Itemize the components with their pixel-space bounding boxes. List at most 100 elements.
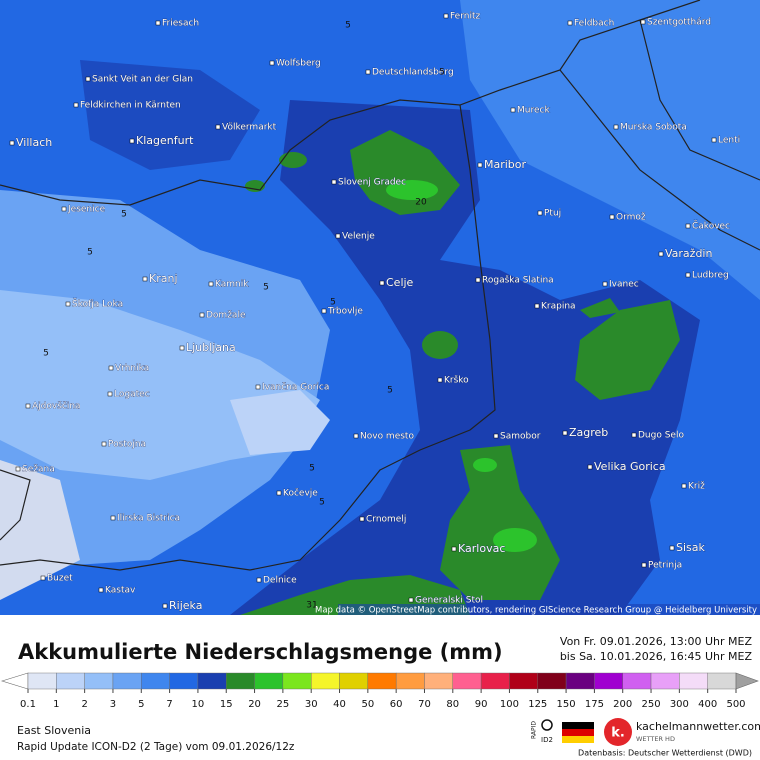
legend-label: 25 [277, 699, 290, 710]
rain-area [0, 290, 320, 480]
rain-area [440, 445, 560, 600]
legend-label: 60 [390, 699, 403, 710]
city-label: Sežana [22, 465, 55, 475]
city-label: Deutschlandsberg [372, 68, 454, 78]
city-label: Celje [386, 276, 414, 289]
rain-area [0, 460, 80, 600]
city-label: Križ [688, 482, 705, 492]
flag-stripe [562, 722, 594, 729]
legend-arrow-high [735, 672, 759, 690]
attribution-bg [338, 604, 760, 615]
city-label: Domžale [206, 311, 246, 321]
legend-label: 125 [528, 699, 547, 710]
legend-swatch [169, 672, 199, 690]
border [639, 19, 760, 181]
legend-swatch [367, 672, 397, 690]
city-dot [640, 19, 646, 25]
city-label: Sisak [676, 541, 706, 554]
legend-swatch [339, 672, 369, 690]
legend-label: 7 [166, 699, 172, 710]
legend-label: 175 [585, 699, 604, 710]
legend-swatch [650, 672, 680, 690]
rain-area [245, 180, 265, 192]
rain-area [230, 390, 330, 455]
legend-swatch [254, 672, 284, 690]
city-label: Lenti [718, 136, 740, 146]
city-dot [567, 20, 573, 26]
legend-label: 20 [248, 699, 261, 710]
contour-label: 5 [309, 464, 315, 474]
city-label: Logatec [114, 390, 150, 400]
city-dot [331, 179, 337, 185]
rain-area [422, 331, 458, 359]
city-dot [711, 137, 717, 143]
city-dot [510, 107, 516, 113]
legend-label: 200 [613, 699, 632, 710]
legend-label: 300 [670, 699, 689, 710]
legend-swatch [622, 672, 652, 690]
legend-label: 40 [333, 699, 346, 710]
contour-label: 5 [319, 498, 325, 508]
city-label: Ptuj [544, 209, 561, 219]
city-dot [208, 281, 214, 287]
city-label: Postojna [108, 440, 146, 450]
city-dot [65, 301, 71, 307]
city-dot [85, 76, 91, 82]
city-dot [9, 140, 15, 146]
region: East Slovenia [17, 724, 91, 737]
city-dot [365, 69, 371, 75]
city-dot [477, 162, 483, 168]
city-dot [25, 403, 31, 409]
city-label: Villach [16, 136, 52, 149]
city-dot [685, 272, 691, 278]
city-dot [587, 464, 593, 470]
map [0, 0, 760, 615]
rain-area [460, 0, 760, 300]
legend-label: 10 [192, 699, 205, 710]
legend-swatch [452, 672, 482, 690]
city-dot [609, 214, 615, 220]
city-dot [658, 251, 664, 257]
contour-label: 5 [345, 21, 351, 31]
city-dot [15, 466, 21, 472]
city-dot [602, 281, 608, 287]
legend-swatch [112, 672, 142, 690]
city-label: Feldbach [574, 19, 614, 29]
rapid-icon [541, 719, 553, 731]
legend-swatch [226, 672, 255, 690]
city-dot [321, 308, 327, 314]
legend-label: 15 [220, 699, 233, 710]
legend-label: 30 [305, 699, 318, 710]
legend-label: 150 [557, 699, 576, 710]
city-label: Krapina [541, 302, 576, 312]
city-dot [107, 391, 113, 397]
legend-label: 0.1 [20, 699, 36, 710]
legend-swatch [537, 672, 567, 690]
contour-label: 5 [263, 283, 269, 293]
city-dot [73, 102, 79, 108]
city-dot [61, 206, 67, 212]
city-label: Klagenfurt [136, 134, 194, 147]
city-label: Ormož [616, 213, 646, 223]
city-label: Mureck [517, 106, 550, 116]
model-run: Rapid Update ICON-D2 (2 Tage) vom 09.01.… [17, 741, 295, 753]
city-label: Buzet [47, 574, 73, 584]
city-dot [215, 124, 221, 130]
legend-swatch [509, 672, 538, 690]
legend-swatch [56, 672, 85, 690]
city-label: Karlovac [458, 542, 505, 555]
city-label: Ivančna Gorica [262, 382, 329, 393]
legend-swatch [141, 672, 170, 690]
legend: 0.1 1 2 3 5 7 10 15 20 25 30 40 50 60 70 80 90 100 125 150 1… [0, 672, 759, 710]
city-label: Völkermarkt [222, 123, 277, 133]
city-dot [475, 277, 481, 283]
city-label: Crnomelj [366, 515, 406, 525]
city-label: Krško [444, 375, 469, 386]
brand: kachelmannwetter.com [636, 720, 760, 733]
city-label: Ljubljana [186, 341, 236, 354]
city-dot [255, 384, 261, 390]
rain-area [493, 528, 537, 552]
city-label: Kranj [149, 272, 178, 285]
legend-label: 3 [110, 699, 116, 710]
